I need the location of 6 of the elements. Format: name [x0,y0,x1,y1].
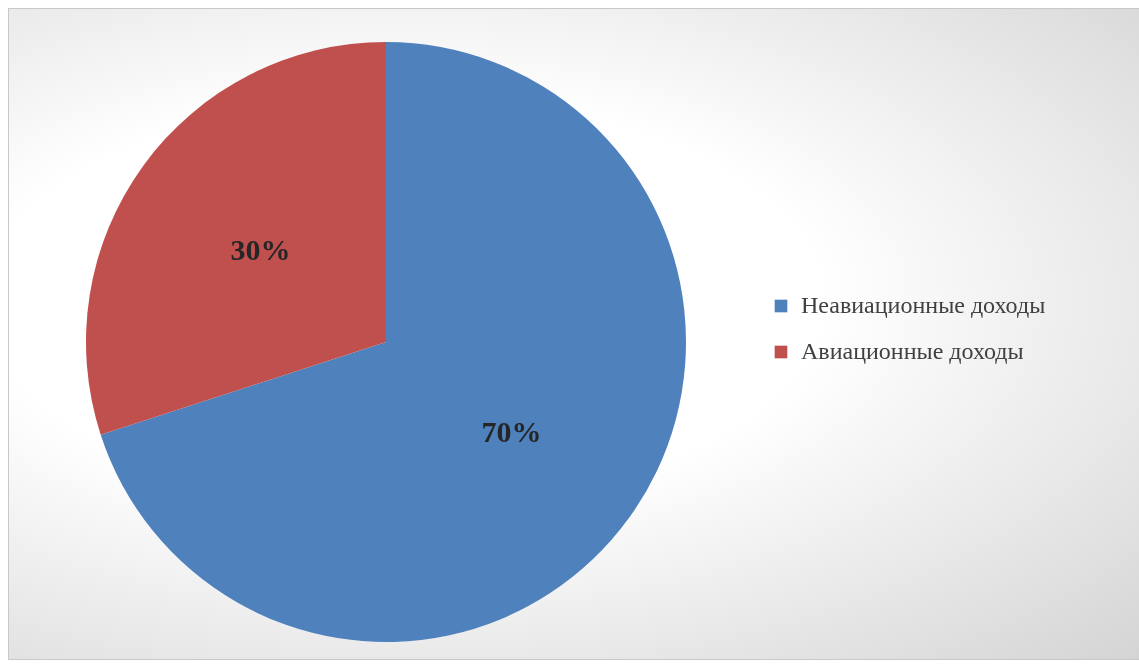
legend-label: Неавиационные доходы [801,292,1046,318]
pie-slice [100,42,686,642]
pie-slice [86,42,386,435]
data-label: 70% [481,415,542,449]
data-label: 30% [230,232,291,266]
legend-label: Авиационные доходы [801,338,1024,364]
